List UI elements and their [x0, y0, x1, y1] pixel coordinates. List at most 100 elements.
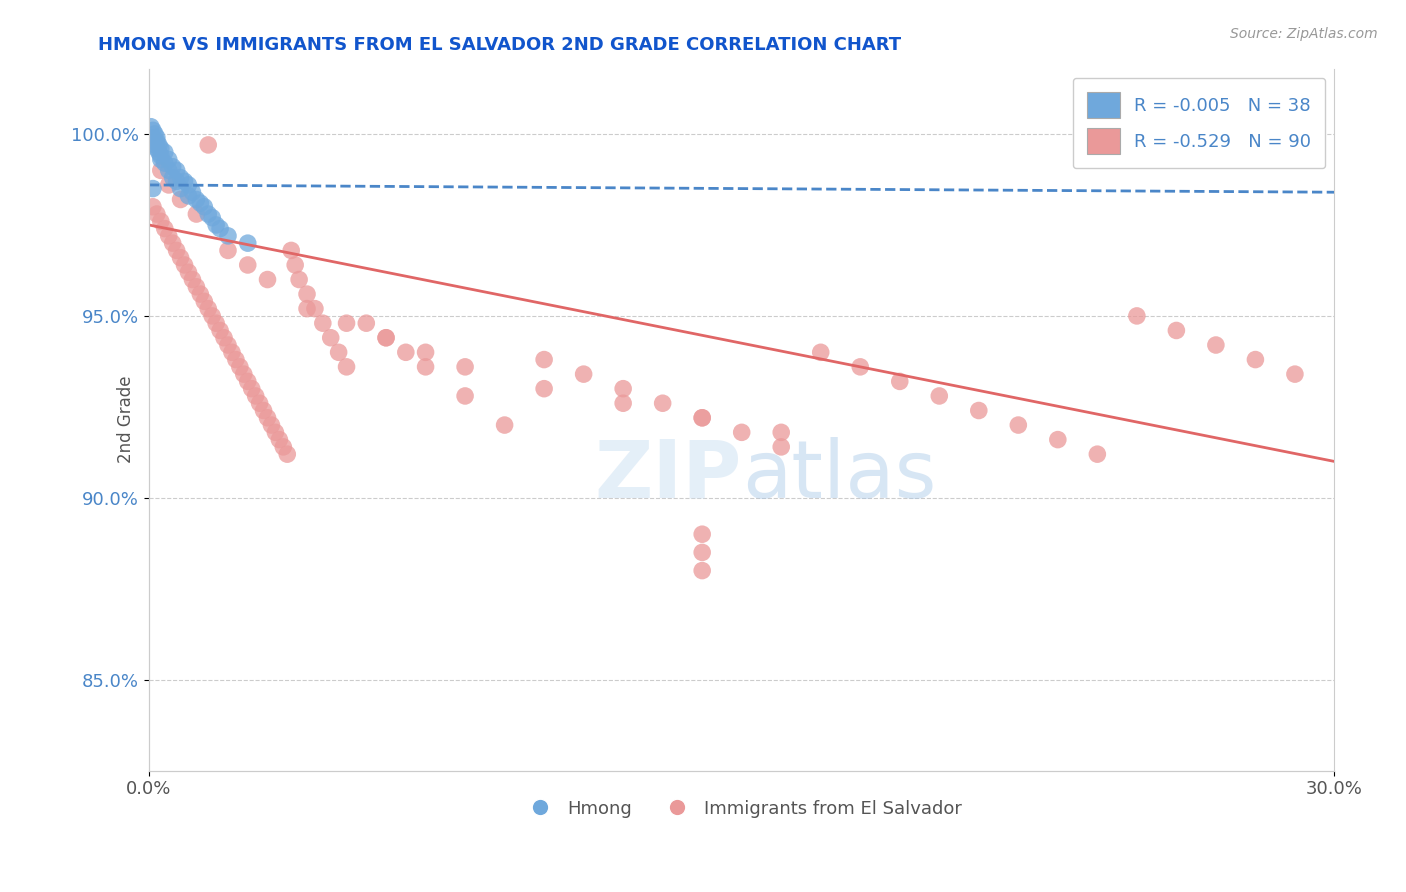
- Point: [177, 189, 200, 203]
- Point: [533, 382, 555, 396]
- Point: [770, 425, 793, 440]
- Point: [229, 359, 252, 374]
- Point: [197, 137, 219, 152]
- Point: [209, 221, 232, 235]
- Point: [153, 156, 176, 170]
- Point: [188, 196, 211, 211]
- Point: [139, 120, 162, 134]
- Point: [143, 127, 166, 141]
- Point: [166, 163, 188, 178]
- Point: [328, 345, 350, 359]
- Point: [335, 359, 357, 374]
- Point: [415, 359, 437, 374]
- Point: [146, 130, 169, 145]
- Point: [193, 200, 215, 214]
- Point: [142, 123, 165, 137]
- Point: [162, 160, 184, 174]
- Point: [149, 149, 172, 163]
- Point: [236, 258, 259, 272]
- Point: [415, 345, 437, 359]
- Point: [205, 218, 228, 232]
- Point: [217, 244, 239, 258]
- Point: [375, 331, 398, 345]
- Point: [356, 316, 378, 330]
- Text: Source: ZipAtlas.com: Source: ZipAtlas.com: [1230, 27, 1378, 41]
- Point: [1085, 447, 1108, 461]
- Point: [731, 425, 754, 440]
- Point: [533, 352, 555, 367]
- Point: [288, 272, 311, 286]
- Point: [770, 440, 793, 454]
- Point: [148, 137, 170, 152]
- Point: [264, 425, 287, 440]
- Point: [143, 137, 166, 152]
- Point: [197, 301, 219, 316]
- Point: [612, 382, 634, 396]
- Point: [232, 367, 254, 381]
- Point: [166, 174, 188, 188]
- Point: [256, 410, 278, 425]
- Point: [651, 396, 673, 410]
- Point: [153, 221, 176, 235]
- Point: [157, 228, 180, 243]
- Point: [1284, 367, 1306, 381]
- Point: [186, 193, 208, 207]
- Point: [572, 367, 595, 381]
- Point: [146, 207, 169, 221]
- Point: [142, 130, 165, 145]
- Point: [169, 170, 191, 185]
- Point: [146, 142, 169, 156]
- Point: [149, 163, 172, 178]
- Point: [149, 142, 172, 156]
- Point: [612, 396, 634, 410]
- Point: [454, 359, 477, 374]
- Point: [967, 403, 990, 417]
- Point: [162, 236, 184, 251]
- Point: [1166, 323, 1188, 337]
- Point: [157, 178, 180, 192]
- Point: [690, 410, 713, 425]
- Point: [221, 345, 243, 359]
- Point: [928, 389, 950, 403]
- Point: [173, 174, 195, 188]
- Point: [157, 153, 180, 167]
- Text: ZIP: ZIP: [595, 437, 742, 515]
- Point: [236, 375, 259, 389]
- Point: [169, 181, 191, 195]
- Point: [1205, 338, 1227, 352]
- Text: HMONG VS IMMIGRANTS FROM EL SALVADOR 2ND GRADE CORRELATION CHART: HMONG VS IMMIGRANTS FROM EL SALVADOR 2ND…: [98, 36, 901, 54]
- Point: [173, 258, 195, 272]
- Point: [1244, 352, 1267, 367]
- Point: [166, 244, 188, 258]
- Point: [690, 527, 713, 541]
- Point: [148, 145, 170, 160]
- Point: [217, 338, 239, 352]
- Point: [225, 352, 247, 367]
- Point: [810, 345, 832, 359]
- Point: [256, 272, 278, 286]
- Y-axis label: 2nd Grade: 2nd Grade: [117, 376, 135, 463]
- Point: [209, 323, 232, 337]
- Point: [162, 170, 184, 185]
- Point: [690, 545, 713, 559]
- Point: [142, 200, 165, 214]
- Point: [142, 181, 165, 195]
- Point: [1007, 418, 1029, 433]
- Point: [149, 214, 172, 228]
- Point: [249, 396, 271, 410]
- Point: [169, 251, 191, 265]
- Point: [454, 389, 477, 403]
- Point: [395, 345, 418, 359]
- Point: [201, 309, 224, 323]
- Point: [201, 211, 224, 225]
- Point: [284, 258, 307, 272]
- Point: [690, 410, 713, 425]
- Point: [169, 193, 191, 207]
- Point: [295, 287, 318, 301]
- Point: [252, 403, 274, 417]
- Point: [889, 375, 911, 389]
- Text: atlas: atlas: [742, 437, 936, 515]
- Point: [236, 236, 259, 251]
- Point: [295, 301, 318, 316]
- Point: [494, 418, 516, 433]
